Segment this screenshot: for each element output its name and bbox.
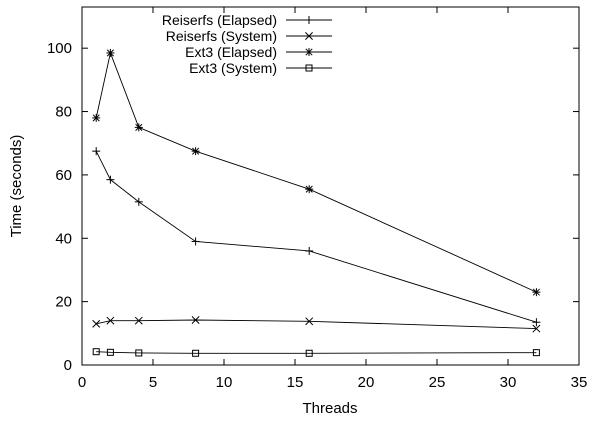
legend-marker — [305, 16, 313, 24]
plot-frame — [81, 6, 580, 366]
data-point — [92, 113, 101, 122]
x-axis-ticks: 0 5 10 15 20 25 30 35 — [78, 7, 588, 391]
data-point — [92, 348, 100, 356]
legend-label: Reiserfs (System) — [166, 28, 277, 44]
y-tick-label: 0 — [64, 357, 72, 374]
marker-square — [532, 349, 540, 357]
series-layer — [92, 48, 541, 357]
series-ext3-system — [92, 348, 540, 357]
legend-entry: Reiserfs (System) — [166, 28, 332, 44]
data-point — [305, 317, 314, 326]
data-point — [135, 349, 143, 357]
data-point — [106, 48, 115, 57]
marker-stroke — [106, 316, 115, 325]
legend-marker — [305, 64, 313, 72]
marker-stroke — [92, 319, 101, 328]
series-line — [95, 150, 537, 323]
x-tick-label: 5 — [149, 374, 157, 391]
data-point — [106, 316, 115, 325]
marker-stroke — [305, 185, 313, 193]
marker-stroke — [134, 316, 143, 325]
series-reiserfs-elapsed — [92, 147, 541, 327]
marker-stroke — [135, 123, 143, 131]
data-point — [191, 316, 200, 324]
series-line — [96, 319, 537, 330]
data-point — [532, 318, 541, 327]
data-point — [305, 185, 314, 194]
data-point — [532, 349, 540, 357]
x-tick-label: 0 — [78, 374, 86, 391]
marker-stroke — [532, 324, 541, 333]
data-point — [191, 237, 200, 246]
y-tick-label: 80 — [55, 104, 72, 121]
marker-stroke — [191, 316, 200, 324]
data-point — [532, 288, 541, 297]
legend-marker — [305, 48, 313, 56]
x-axis-label: Threads — [302, 400, 357, 417]
marker-stroke — [305, 32, 313, 40]
x-tick-label: 30 — [500, 374, 517, 391]
series-line — [95, 51, 537, 293]
data-point — [192, 349, 200, 357]
marker-stroke — [92, 114, 100, 122]
data-point — [305, 349, 313, 357]
data-point — [106, 348, 114, 356]
marker-square — [305, 64, 313, 72]
x-tick-label: 10 — [216, 374, 233, 391]
marker-stroke — [192, 147, 200, 155]
legend-label: Ext3 (System) — [189, 60, 277, 76]
x-tick-label: 15 — [287, 374, 304, 391]
data-point — [305, 246, 314, 255]
y-tick-label: 100 — [47, 40, 72, 57]
y-tick-label: 60 — [55, 167, 72, 184]
x-tick-label: 25 — [429, 374, 446, 391]
data-point — [532, 324, 541, 333]
legend-entry: Ext3 (System) — [189, 60, 332, 76]
marker-stroke — [305, 48, 313, 56]
data-point — [134, 316, 143, 325]
legend-entry: Reiserfs (Elapsed) — [162, 12, 332, 28]
marker-stroke — [106, 49, 114, 57]
x-tick-label: 20 — [358, 374, 375, 391]
series-line — [96, 351, 537, 354]
data-point — [191, 147, 200, 156]
x-tick-label: 35 — [571, 374, 588, 391]
y-axis-ticks: 0 20 40 60 80 100 — [47, 40, 579, 374]
legend: Reiserfs (Elapsed)Reiserfs (System)Ext3 … — [162, 12, 332, 76]
marker-square — [305, 349, 313, 357]
legend-marker — [305, 32, 313, 40]
marker-square — [135, 349, 143, 357]
marker-square — [106, 348, 114, 356]
marker-stroke — [305, 317, 314, 326]
legend-label: Reiserfs (Elapsed) — [162, 12, 277, 28]
y-axis-label: Time (seconds) — [8, 135, 25, 238]
data-point — [134, 197, 143, 206]
legend-entry: Ext3 (Elapsed) — [185, 44, 332, 60]
series-reiserfs-system — [92, 316, 541, 333]
y-tick-label: 20 — [55, 294, 72, 311]
data-point — [106, 175, 115, 184]
legend-label: Ext3 (Elapsed) — [185, 44, 277, 60]
data-point — [92, 147, 101, 156]
data-point — [134, 123, 143, 132]
y-tick-label: 40 — [55, 230, 72, 247]
data-point — [92, 319, 101, 328]
series-ext3-elapsed — [92, 48, 541, 297]
marker-square — [92, 348, 100, 356]
marker-square — [192, 349, 200, 357]
marker-stroke — [532, 288, 540, 296]
